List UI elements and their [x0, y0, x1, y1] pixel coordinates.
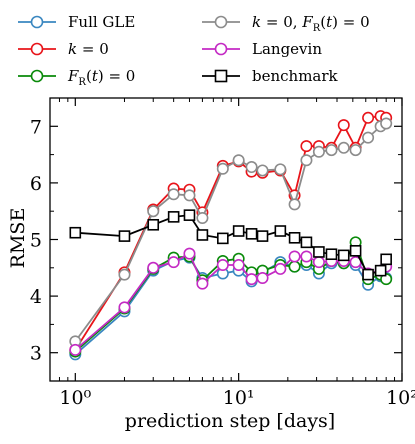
data-point-marker — [325, 144, 338, 157]
data-point-marker — [349, 245, 362, 257]
data-point-marker — [274, 225, 287, 237]
data-point-marker — [256, 230, 269, 242]
data-point-marker — [337, 249, 350, 262]
legend-label: k = 0 — [68, 40, 109, 58]
x-tick-label: 10² — [386, 387, 415, 409]
legend-item: FR(t) = 0 — [18, 67, 135, 88]
legend-label: k = 0, FR(t) = 0 — [252, 13, 370, 34]
data-point-marker — [216, 162, 229, 175]
data-point-marker — [362, 131, 375, 144]
plot-area — [49, 97, 403, 382]
data-point-marker — [217, 232, 229, 245]
legend-marker — [214, 15, 228, 29]
data-point-marker — [300, 236, 313, 249]
x-axis-label: prediction step [days] — [125, 410, 335, 432]
legend-marker — [214, 42, 228, 56]
data-point-marker — [245, 228, 258, 240]
data-point-marker — [300, 250, 313, 263]
data-point-marker — [167, 211, 180, 223]
data-point-marker — [183, 247, 196, 260]
y-tick-label: 6 — [30, 173, 42, 195]
data-point-marker — [196, 211, 209, 224]
legend-marker — [30, 69, 44, 83]
legend-marker — [30, 42, 44, 56]
data-point-marker — [147, 261, 160, 274]
data-point-marker — [196, 277, 209, 290]
data-point-marker — [337, 141, 350, 154]
data-point-marker — [288, 232, 301, 244]
data-point-marker — [325, 248, 338, 261]
data-point-marker — [232, 225, 245, 237]
data-point-marker — [245, 161, 258, 174]
y-tick-label: 5 — [30, 230, 42, 252]
legend-item: k = 0, FR(t) = 0 — [202, 13, 370, 34]
data-point-marker — [196, 229, 209, 241]
legend-item: k = 0 — [18, 40, 109, 58]
data-point-marker — [300, 140, 313, 153]
data-point-marker — [167, 188, 180, 201]
data-point-marker — [288, 198, 301, 211]
data-point-marker — [288, 260, 301, 273]
legend-marker — [214, 69, 228, 83]
data-point-marker — [118, 268, 131, 281]
data-point-marker — [69, 343, 82, 356]
axis-ticks: 10⁰ 10¹ 10² 3 4 5 6 7 — [30, 97, 415, 409]
data-point-marker — [232, 154, 245, 167]
legend-item: Full GLE — [18, 13, 135, 31]
legend: Full GLE k = 0, FR(t) = 0 k = 0 Langevin FR(… — [18, 13, 370, 88]
data-point-marker — [118, 230, 131, 242]
data-point-marker — [118, 301, 131, 314]
data-point-marker — [274, 262, 287, 275]
data-point-marker — [337, 119, 350, 132]
data-point-marker — [312, 145, 325, 158]
legend-label: benchmark — [252, 67, 339, 85]
series-benchmark — [69, 209, 392, 281]
legend-label: FR(t) = 0 — [67, 67, 135, 88]
data-point-marker — [300, 154, 313, 167]
data-point-marker — [274, 163, 287, 176]
data-point-marker — [147, 205, 160, 218]
data-point-marker — [245, 273, 258, 286]
data-point-marker — [380, 253, 392, 266]
y-axis-label: RMSE — [7, 208, 29, 269]
data-point-marker — [374, 264, 387, 277]
x-tick-label: 10⁰ — [59, 387, 91, 409]
data-point-marker — [312, 256, 325, 269]
data-point-marker — [313, 246, 325, 258]
data-point-marker — [183, 189, 196, 202]
data-point-marker — [183, 209, 196, 221]
data-point-marker — [380, 117, 393, 130]
series-langevin — [69, 247, 393, 356]
legend-label: Langevin — [252, 40, 322, 58]
data-point-marker — [256, 271, 269, 284]
legend-label: Full GLE — [68, 13, 135, 31]
data-point-marker — [362, 268, 374, 281]
data-point-marker — [147, 218, 160, 231]
series-k-0-f-r-t-0 — [69, 117, 393, 348]
y-tick-label: 4 — [30, 286, 42, 308]
data-point-marker — [362, 111, 375, 124]
data-point-marker — [216, 258, 229, 271]
data-point-marker — [69, 226, 82, 239]
legend-marker — [30, 15, 44, 29]
data-point-marker — [232, 258, 245, 271]
legend-item: benchmark — [202, 67, 339, 85]
data-point-marker — [288, 250, 301, 263]
data-point-marker — [167, 256, 180, 269]
data-point-marker — [349, 144, 362, 157]
y-tick-label: 3 — [30, 343, 42, 365]
legend-item: Langevin — [202, 40, 322, 58]
x-tick-label: 10¹ — [223, 387, 255, 409]
data-point-marker — [256, 164, 269, 177]
y-tick-label: 7 — [30, 116, 42, 138]
